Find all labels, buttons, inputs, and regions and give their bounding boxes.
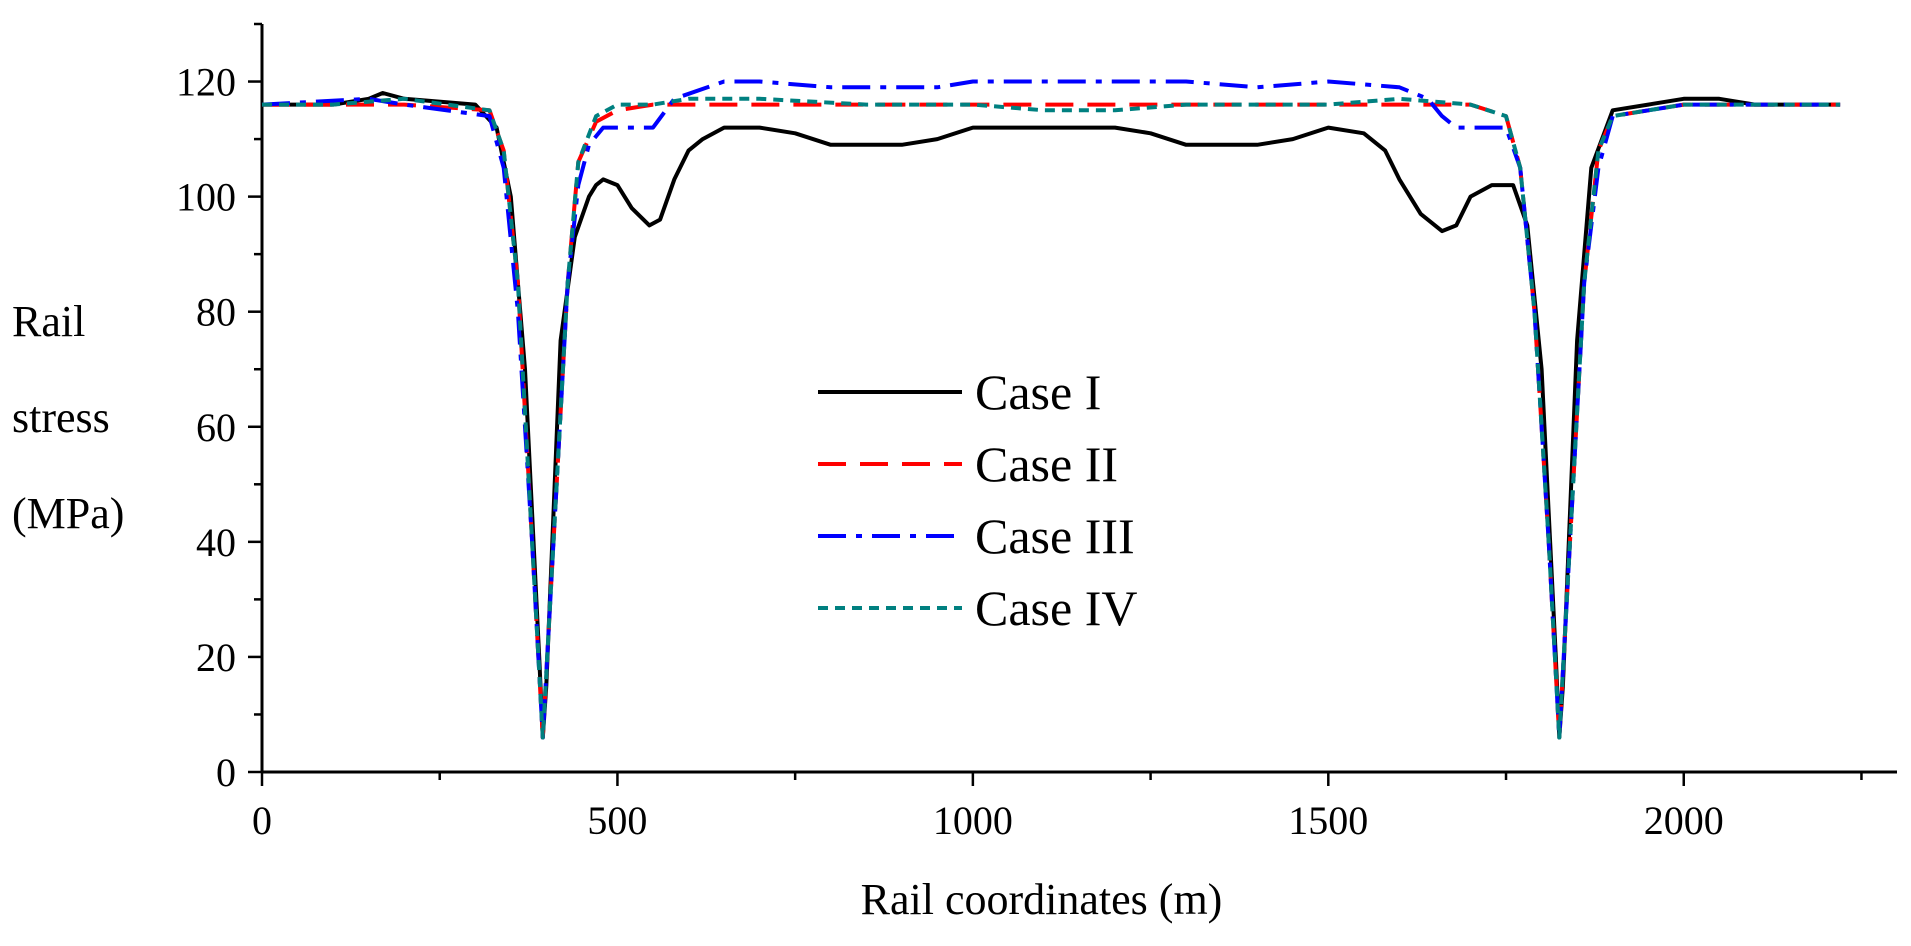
y-tick-label: 60 xyxy=(196,405,236,450)
legend: Case I Case II Case III Case IV xyxy=(818,364,1137,636)
legend-label-2: Case II xyxy=(975,436,1118,492)
legend-label-4: Case IV xyxy=(975,580,1137,636)
series-line-2 xyxy=(262,102,1841,740)
axes: 0 500 1000 1500 2000 0 20 40 60 80 100 120 xyxy=(176,22,1897,843)
legend-label-1: Case I xyxy=(975,364,1101,420)
x-tick-label: 500 xyxy=(587,798,647,843)
y-tick-label: 0 xyxy=(216,750,236,795)
x-tick-label: 1000 xyxy=(933,798,1013,843)
x-tick-label: 0 xyxy=(252,798,272,843)
series-layer xyxy=(261,79,1841,740)
y-tick-label: 80 xyxy=(196,290,236,335)
y-axis-title-line-2: stress xyxy=(12,393,110,442)
legend-label-3: Case III xyxy=(975,508,1135,564)
x-axis-title: Rail coordinates (m) xyxy=(861,875,1223,924)
series-line-4 xyxy=(262,96,1841,740)
y-tick-label: 40 xyxy=(196,520,236,565)
y-tick-label: 100 xyxy=(176,175,236,220)
x-tick-label: 2000 xyxy=(1644,798,1724,843)
y-tick-label: 20 xyxy=(196,635,236,680)
y-axis-title-line-3: (MPa) xyxy=(12,489,124,538)
y-tick-label: 120 xyxy=(176,60,236,105)
y-axis-title-line-1: Rail xyxy=(12,297,85,346)
x-tick-label: 1500 xyxy=(1288,798,1368,843)
